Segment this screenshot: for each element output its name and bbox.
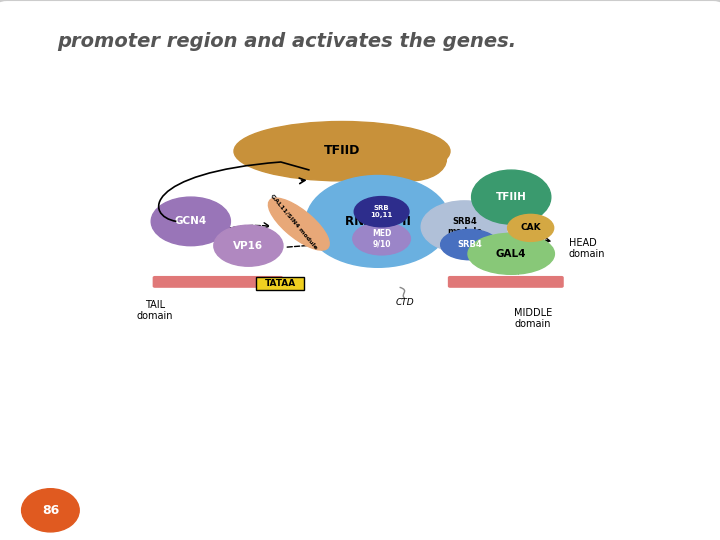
- Ellipse shape: [353, 222, 410, 255]
- Ellipse shape: [468, 233, 554, 274]
- Text: CAK: CAK: [521, 224, 541, 232]
- Text: MED
9/10: MED 9/10: [372, 229, 391, 248]
- Ellipse shape: [214, 225, 283, 266]
- Text: TAIL
domain: TAIL domain: [137, 300, 173, 321]
- Ellipse shape: [306, 176, 450, 267]
- Text: promoter region and activates the genes.: promoter region and activates the genes.: [58, 32, 517, 51]
- Ellipse shape: [269, 198, 329, 250]
- Text: SRB4: SRB4: [457, 240, 482, 249]
- Text: SRB
10,11: SRB 10,11: [371, 205, 392, 218]
- Text: MIDDLE
domain: MIDDLE domain: [513, 308, 552, 329]
- Ellipse shape: [421, 201, 508, 253]
- Text: GCN4: GCN4: [175, 217, 207, 226]
- Ellipse shape: [374, 138, 446, 181]
- Text: TATAA: TATAA: [264, 279, 296, 288]
- Text: TFIIH: TFIIH: [496, 192, 526, 202]
- Circle shape: [22, 489, 79, 532]
- Text: RNA Pol II: RNA Pol II: [345, 215, 411, 228]
- Ellipse shape: [234, 122, 450, 181]
- FancyBboxPatch shape: [448, 276, 564, 288]
- Text: GAL4: GAL4: [496, 249, 526, 259]
- Text: CTD: CTD: [395, 298, 414, 307]
- Ellipse shape: [354, 197, 409, 227]
- Text: SRB4
module: SRB4 module: [447, 217, 482, 237]
- Ellipse shape: [151, 197, 230, 246]
- Text: GAL11/SIN4 module: GAL11/SIN4 module: [269, 193, 318, 250]
- Text: TFIID: TFIID: [324, 144, 360, 157]
- Text: 86: 86: [42, 504, 59, 517]
- Ellipse shape: [508, 214, 554, 241]
- Text: VP16: VP16: [233, 241, 264, 251]
- Text: HEAD
domain: HEAD domain: [569, 238, 606, 259]
- Ellipse shape: [472, 170, 551, 224]
- FancyBboxPatch shape: [153, 276, 283, 288]
- Ellipse shape: [441, 230, 498, 260]
- FancyBboxPatch shape: [256, 277, 304, 290]
